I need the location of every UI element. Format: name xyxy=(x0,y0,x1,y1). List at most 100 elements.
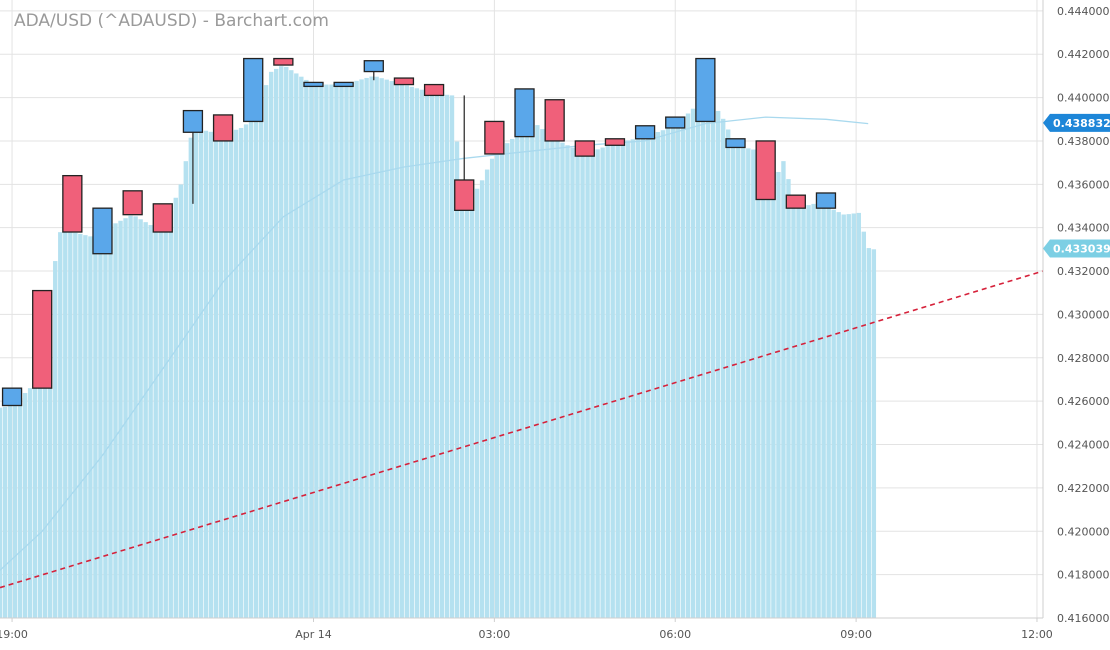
y-tick-label: 0.422000 xyxy=(1057,482,1110,495)
volume-bar xyxy=(158,230,163,618)
volume-bar xyxy=(560,142,565,619)
volume-bar xyxy=(228,131,234,619)
volume-bar xyxy=(791,198,796,618)
volume-bar xyxy=(756,169,761,618)
volume-bar xyxy=(796,207,801,619)
volume-bar xyxy=(118,220,123,619)
volume-bar xyxy=(53,261,58,618)
volume-bar xyxy=(474,188,480,618)
volume-bar xyxy=(193,128,199,619)
volume-bar xyxy=(203,130,209,618)
volume-bar xyxy=(188,137,194,618)
volume-bar xyxy=(731,140,736,618)
volume-bar xyxy=(640,137,646,618)
volume-bar xyxy=(520,119,525,619)
volume-bar xyxy=(7,405,13,618)
volume-bar xyxy=(826,207,831,618)
volume-bar xyxy=(218,133,224,619)
candle-down xyxy=(574,140,595,157)
y-tick-label: 0.434000 xyxy=(1057,222,1110,235)
volume-bar xyxy=(268,71,274,619)
volume-bar xyxy=(304,79,309,619)
volume-bar xyxy=(314,84,319,618)
volume-bar xyxy=(243,124,249,618)
volume-bar xyxy=(831,209,836,618)
volume-bar xyxy=(58,232,63,618)
candle-down xyxy=(122,190,143,216)
volume-bar xyxy=(389,81,394,619)
volume-bar xyxy=(766,193,771,618)
volume-bar xyxy=(429,92,435,618)
volume-bar xyxy=(63,232,68,618)
volume-bar xyxy=(510,138,515,618)
volume-bar xyxy=(585,152,590,618)
volume-bar xyxy=(339,84,344,618)
volume-bar xyxy=(484,169,490,619)
candle-down xyxy=(212,114,234,142)
volume-bar xyxy=(680,118,686,618)
volume-bar xyxy=(525,117,530,619)
volume-bar xyxy=(580,152,585,618)
volume-bar xyxy=(289,70,294,618)
volume-bar xyxy=(821,205,826,618)
candle-up xyxy=(303,81,324,88)
volume-bar xyxy=(565,145,570,619)
candle-up xyxy=(363,60,384,73)
volume-bar xyxy=(419,89,425,618)
candle-up xyxy=(815,192,837,209)
candle-up xyxy=(333,81,354,88)
volume-bar xyxy=(655,132,661,619)
volume-bar xyxy=(379,78,384,619)
volume-bar xyxy=(781,161,786,618)
volume-bar xyxy=(665,128,671,618)
current-price-badge xyxy=(1043,113,1110,132)
volume-bar xyxy=(710,103,716,618)
volume-bar xyxy=(494,151,500,618)
volume-bar xyxy=(500,147,505,618)
y-tick-label: 0.436000 xyxy=(1057,178,1110,191)
candle-down xyxy=(62,174,83,233)
price-badge-label: 0.433039 xyxy=(1053,243,1110,256)
volume-bar xyxy=(299,76,304,619)
volume-bar xyxy=(103,228,108,618)
volume-bar xyxy=(695,101,701,619)
volume-bar xyxy=(464,205,470,619)
volume-bar xyxy=(399,83,404,619)
volume-bar xyxy=(841,214,846,618)
volume-bar xyxy=(73,232,78,618)
volume-bar xyxy=(384,79,389,618)
candle-up xyxy=(634,125,656,140)
volume-bar xyxy=(42,318,48,618)
volume-bar xyxy=(258,98,264,619)
volume-bar xyxy=(123,218,128,619)
volume-bar xyxy=(685,113,691,618)
volume-bar xyxy=(284,66,289,618)
volume-bar xyxy=(489,158,495,619)
volume-bar xyxy=(198,129,204,618)
volume-bar xyxy=(424,91,430,619)
volume-bar xyxy=(354,80,359,618)
volume-bar xyxy=(776,171,781,618)
y-tick-label: 0.420000 xyxy=(1057,525,1110,538)
volume-bar xyxy=(27,388,33,618)
candle-down xyxy=(604,138,626,146)
volume-bar xyxy=(178,184,183,619)
volume-bar xyxy=(294,73,299,618)
volume-bar xyxy=(816,204,821,618)
candle-up xyxy=(514,88,535,138)
x-tick-label: 12:00 xyxy=(1021,628,1053,641)
volume-bar xyxy=(309,83,314,618)
volume-bar xyxy=(143,222,148,618)
volume-bar xyxy=(108,225,113,618)
candle-down xyxy=(32,289,53,389)
volume-bar xyxy=(771,182,776,618)
volume-bar xyxy=(630,139,635,618)
volume-bar xyxy=(605,145,610,618)
volume-bar xyxy=(213,132,219,618)
volume-bar xyxy=(545,133,550,618)
candle-up xyxy=(182,109,204,133)
y-tick-label: 0.444000 xyxy=(1057,5,1110,18)
x-tick-label: 03:00 xyxy=(479,628,511,641)
volume-bar xyxy=(801,206,806,618)
